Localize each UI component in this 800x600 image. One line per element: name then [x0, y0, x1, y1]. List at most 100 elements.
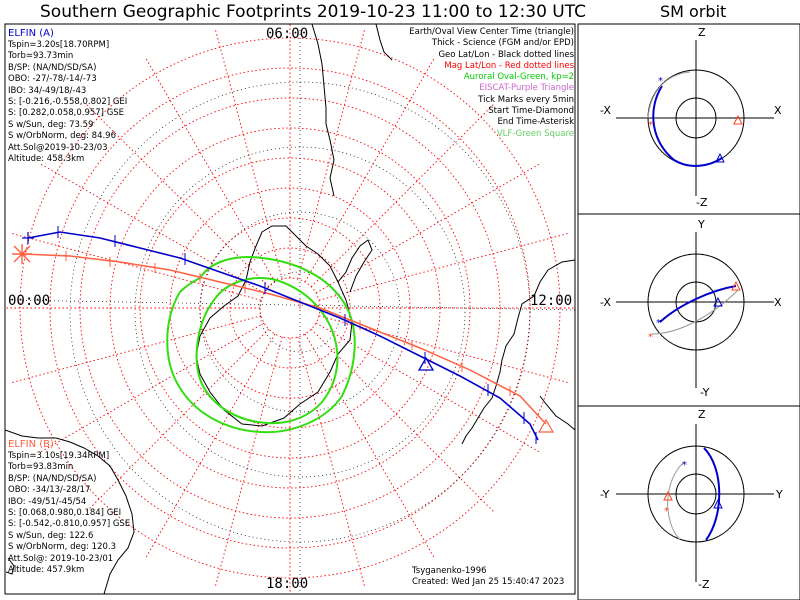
mag-spokes [5, 24, 575, 594]
elfin-a-ticks [57, 226, 537, 444]
elfin-a-start-mark [22, 232, 34, 244]
sm-p1-left: -X [600, 104, 611, 117]
legend-entry: Start Time-Diamond [488, 106, 574, 117]
elfin-b-line: S w/OrbNorm, deg: 120.3 [8, 542, 117, 553]
sm-p2-left: -X [600, 296, 611, 309]
mag-lon-spoke [214, 336, 283, 589]
elfin-a-line: OBO: -27/-78/-14/-73 [8, 74, 97, 85]
sm-panel-yz: * * [616, 424, 774, 582]
elfin-b-center-triangle [537, 418, 555, 433]
elfin-b-line: S: [-0.542,-0.810,0.957] GSE [8, 519, 131, 530]
geo-lat-circle [134, 146, 466, 478]
elfin-a-line: B/SP: (NA/ND/SD/SA) [8, 62, 97, 73]
elfin-b-line: IBO: -49/51/-45/54 [8, 496, 87, 507]
sm-p3-right: Y [776, 488, 783, 501]
legend-entry: Tick Marks every 5min [478, 94, 574, 105]
elfin-a-line: Att.Sol@2019-10-23/03 [8, 142, 108, 153]
mag-lon-spoke [297, 336, 366, 589]
antarctica-coastline [195, 225, 353, 427]
sm-panel-xy: * * [616, 232, 774, 388]
mlt-label-bottom: 18:00 [266, 576, 309, 592]
legend: Earth/Oval View Center Time (triangle) Th… [409, 27, 574, 140]
elfin-b-line: Altitude: 457.9km [8, 565, 85, 576]
sm-p1-bottom: -Z [696, 196, 708, 209]
sm-orbit-panels: * * * * * * [577, 23, 800, 600]
australia-coastline [5, 429, 135, 594]
legend-entry: EISCAT-Purple Triangle [479, 83, 574, 94]
mag-lon-spoke [318, 232, 571, 301]
mlt-label-top: 06:00 [266, 26, 309, 42]
elfin-a-lines: Tspin=3.20s[18.70RPM] Torb=93.73min B/SP: … [8, 40, 127, 165]
elfin-b-line: OBO: -34/13/-28/17 [8, 485, 91, 496]
elfin-a-info: ELFIN (A) Tspin=3.20s[18.70RPM] Torb=93.7… [8, 27, 127, 165]
mag-lon-spoke [144, 56, 276, 283]
sm-p1-top: Z [698, 26, 706, 39]
geo-lat-circle [259, 271, 341, 353]
svg-text:*: * [682, 460, 687, 471]
geo-lat-circle [69, 81, 531, 543]
elfin-b-line: Att.Sol@: 2019-10-23/01 [8, 553, 114, 564]
svg-text:*: * [656, 318, 661, 329]
geo-grid [9, 30, 575, 594]
elfin-a-line: IBO: 34/-49/18/-43 [8, 85, 87, 96]
sm-p2-bottom: -Y [700, 386, 710, 399]
elfin-b-line: B/SP: (NA/ND/SD/SA) [8, 473, 97, 484]
legend-entry: Geo Lat/Lon - Black dotted lines [438, 49, 574, 60]
elfin-b-info: ELFIN (B) Tspin=3.10s[19.34RPM] Torb=93.8… [8, 438, 130, 576]
elfin-a-line: Torb=93.73min [8, 51, 74, 62]
south-america-coastline [461, 259, 575, 445]
mag-lon-spoke [315, 162, 542, 294]
auroral-oval-inner [195, 277, 339, 425]
elfin-a-line: Tspin=3.20s[18.70RPM] [8, 40, 110, 50]
geo-lon-line [9, 299, 575, 311]
mag-lon-spoke [315, 322, 542, 454]
elfin-a-header: ELFIN (A) [8, 28, 54, 39]
elfin-a-line: S w/OrbNorm, deg: 84.96 [8, 131, 117, 142]
auroral-oval-outer [166, 256, 356, 434]
mag-lon-spoke [38, 322, 265, 454]
legend-entry: VLF-Green Square [496, 128, 574, 139]
mag-lon-spoke [297, 27, 366, 280]
elfin-a-line: Altitude: 458.3km [8, 154, 85, 165]
model-label: Tsyganenko-1996 [412, 566, 487, 576]
africa-coastline-east [375, 24, 393, 61]
sm-orbit-title: SM orbit [660, 2, 727, 21]
elfin-b-lines: Tspin=3.10s[19.34RPM] Torb=93.83min B/SP: … [8, 451, 130, 576]
mag-lon-spoke [310, 328, 496, 514]
mag-lon-spoke [304, 333, 436, 560]
mag-lon-spoke [214, 27, 283, 280]
elfin-b-ticks [65, 251, 511, 396]
legend-entry: Thick - Science (FGM and/or EPD) [431, 38, 574, 49]
mag-lon-spoke [9, 232, 262, 301]
svg-text:*: * [648, 332, 653, 343]
mlt-label-left: 00:00 [8, 293, 51, 309]
sm-p2-top: Y [698, 218, 705, 231]
mag-lon-spoke [144, 333, 276, 560]
legend-entry: End Time-Asterisk [497, 117, 574, 128]
elfin-b-line: Torb=93.83min [8, 462, 74, 473]
elfin-b-track [21, 253, 547, 425]
elfin-a-line: S w/Sun, deg: 73.59 [8, 119, 94, 130]
mag-lon-spoke [318, 315, 571, 384]
mlt-label-right: 12:00 [530, 293, 573, 309]
elfin-b-header: ELFIN (B) [8, 439, 54, 450]
sm-panel-xz: * * [616, 40, 774, 196]
antarctic-peninsula [337, 239, 373, 293]
tasmania [5, 557, 15, 575]
elfin-b-start-asterisk [12, 244, 32, 264]
elfin-a-center-triangle [417, 356, 435, 371]
legend-entry: Auroral Oval-Green, kp=2 [463, 72, 574, 83]
legend-entry: Earth/Oval View Center Time (triangle) [409, 27, 574, 37]
sm-p3-left: -Y [600, 488, 610, 501]
elfin-b-line: S w/Sun, deg: 122.6 [8, 530, 94, 541]
africa-coastline [311, 24, 335, 197]
mag-lon-spoke [304, 56, 436, 283]
sm-p1-right: X [774, 104, 782, 117]
sm-p3-bottom: -Z [698, 578, 710, 591]
elfin-a-line: S: [0.282,0.058,0.957] GSE [8, 108, 125, 119]
elfin-a-line: S: [-0.216,-0.558,0.802] GEI [8, 97, 128, 108]
svg-text:*: * [664, 506, 669, 517]
plot-title: Southern Geographic Footprints 2019-10-2… [40, 2, 587, 22]
sm-p2-right: X [774, 296, 782, 309]
created-label: Created: Wed Jan 25 15:40:47 2023 [412, 577, 565, 588]
